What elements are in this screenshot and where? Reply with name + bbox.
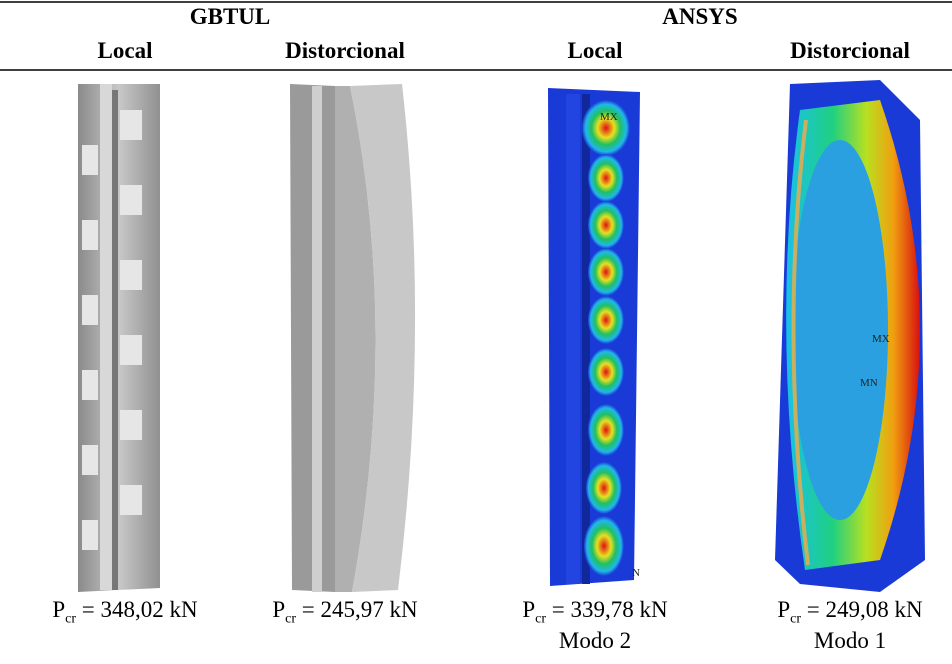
group-title: ANSYS (662, 4, 737, 29)
annotation: MX (872, 333, 890, 345)
figure: GBTUL ANSYS Local Distorcional Local Dis… (0, 0, 952, 664)
column-title: Local (98, 38, 153, 63)
symbol: P (52, 597, 65, 622)
annotation: MN (860, 377, 878, 389)
caption: Pcr = 348,02 kN (5, 597, 245, 628)
symbol: P (272, 597, 285, 622)
mode: Modo 1 (814, 628, 886, 653)
annotation: MX (600, 111, 618, 123)
column-title: Distorcional (285, 38, 405, 63)
subscript: cr (285, 612, 296, 627)
value: = 245,97 kN (302, 597, 418, 622)
caption: Pcr = 249,08 kN Modo 1 (730, 597, 952, 654)
ansys-local-image: MX N (548, 88, 640, 586)
caption: Pcr = 245,97 kN (225, 597, 465, 628)
mode: Modo 2 (559, 628, 631, 653)
symbol: P (522, 597, 535, 622)
caption: Pcr = 339,78 kN Modo 2 (475, 597, 715, 654)
subscript: cr (790, 612, 801, 627)
value: = 249,08 kN (807, 597, 923, 622)
value: = 339,78 kN (552, 597, 668, 622)
gbtul-distortional-image (290, 84, 415, 592)
subscript: cr (535, 612, 546, 627)
value: = 348,02 kN (82, 597, 198, 622)
annotation: N (632, 567, 640, 579)
column-title: Distorcional (790, 38, 910, 63)
figure-art: GBTUL ANSYS Local Distorcional Local Dis… (0, 0, 952, 664)
gbtul-local-image (78, 84, 160, 592)
ansys-distortional-image: MX MN (775, 80, 925, 592)
column-title: Local (568, 38, 623, 63)
group-title: GBTUL (190, 4, 271, 29)
symbol: P (777, 597, 790, 622)
subscript: cr (65, 612, 76, 627)
